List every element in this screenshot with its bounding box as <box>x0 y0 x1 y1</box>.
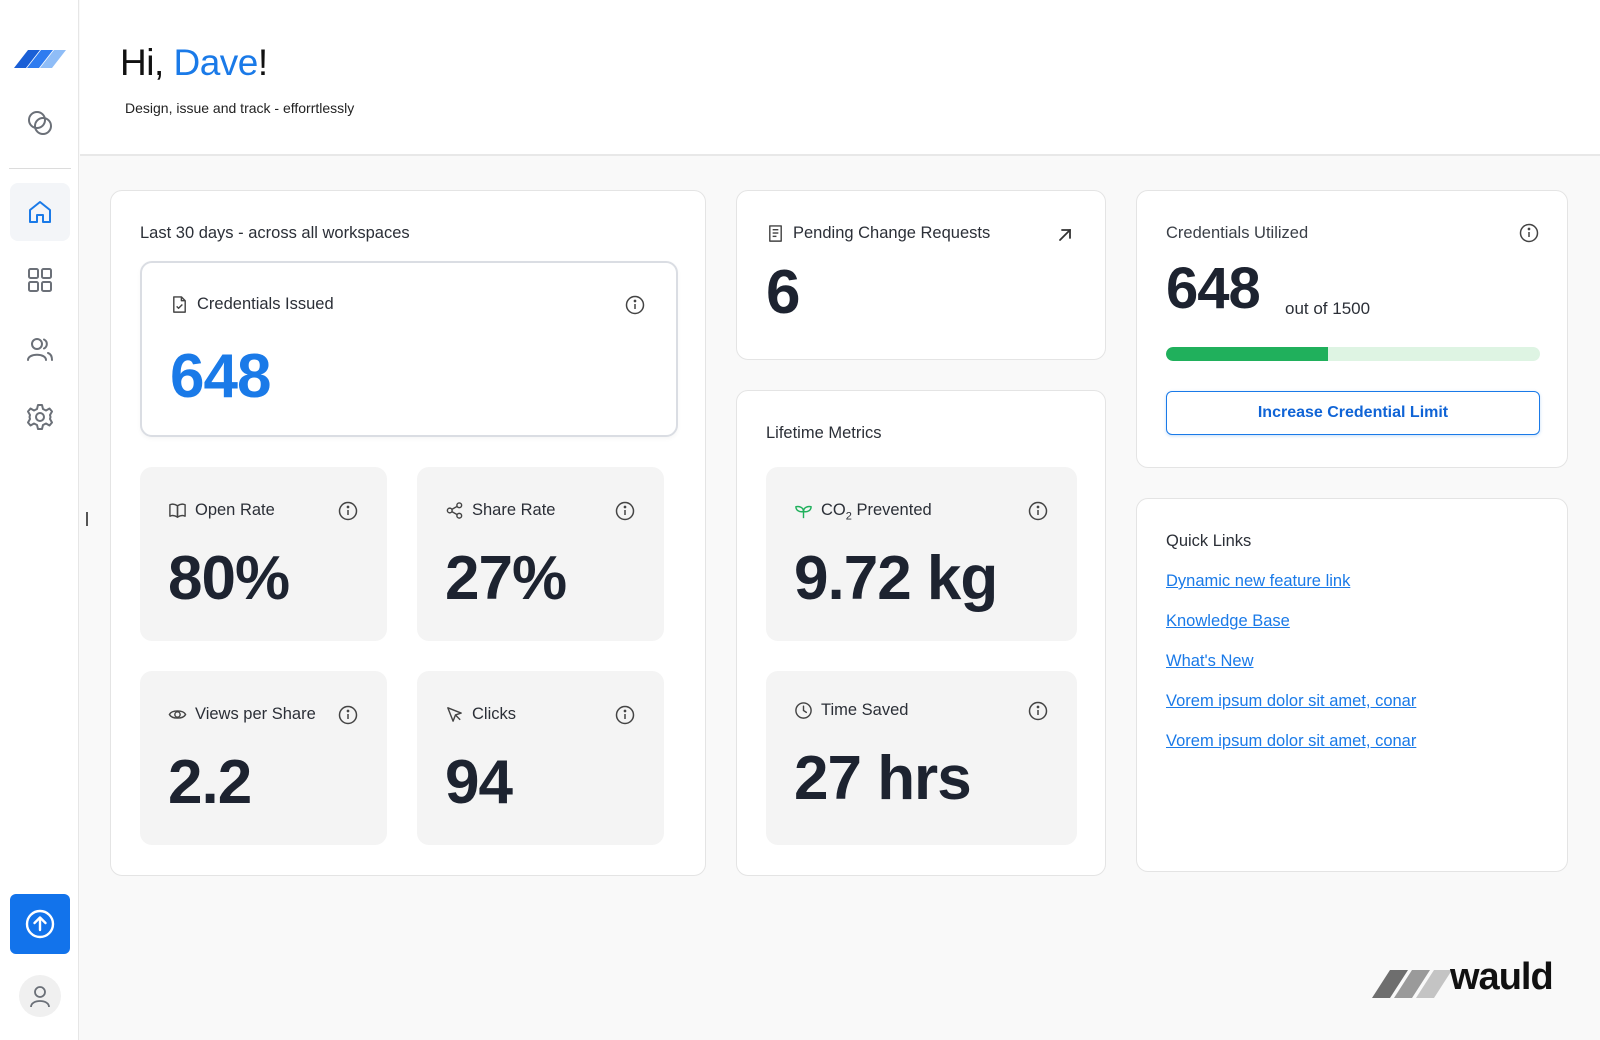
dashboard-grid-icon[interactable] <box>10 251 70 309</box>
clicks-label: Clicks <box>445 705 516 724</box>
co2-prevented-tile: CO2 Prevented 9.72 kg <box>766 467 1077 641</box>
clicks-tile: Clicks 94 <box>417 671 664 845</box>
clicks-value: 94 <box>445 748 513 817</box>
share-rate-label: Share Rate <box>445 501 555 520</box>
user-icon <box>30 986 50 1008</box>
quick-link[interactable]: What's New <box>1166 652 1254 670</box>
info-icon[interactable] <box>625 295 645 315</box>
utilization-progress-fill <box>1166 347 1328 361</box>
lifetime-metrics-card: Lifetime Metrics CO2 Prevented 9.72 kg T… <box>736 390 1106 876</box>
credentials-utilized-card: Credentials Utilized 648 out of 1500 Inc… <box>1136 190 1568 468</box>
page-header: Hi, Dave! Design, issue and track - effo… <box>80 0 1600 156</box>
info-icon[interactable] <box>1519 223 1539 243</box>
co2-prevented-value: 9.72 kg <box>794 544 998 613</box>
co2-prevented-label: CO2 Prevented <box>794 501 932 522</box>
quick-link[interactable]: Dynamic new feature link <box>1166 572 1351 590</box>
user-name: Dave <box>173 42 259 83</box>
views-per-share-label: Views per Share <box>168 705 316 724</box>
info-icon[interactable] <box>1028 501 1048 521</box>
info-icon[interactable] <box>338 705 358 725</box>
share-nodes-icon <box>446 502 463 519</box>
tagline: Design, issue and track - efforrtlessly <box>125 100 355 116</box>
settings-gear-icon[interactable] <box>10 388 70 446</box>
pending-requests-value: 6 <box>766 258 800 327</box>
credentials-issued-label: Credentials Issued <box>170 295 334 314</box>
info-icon[interactable] <box>1028 701 1048 721</box>
upload-arrow-icon <box>25 909 55 939</box>
credentials-issued-value: 648 <box>170 342 271 411</box>
lifetime-metrics-title: Lifetime Metrics <box>766 424 882 442</box>
quick-link[interactable]: Vorem ipsum dolor sit amet, conar <box>1166 692 1417 710</box>
brand-name: wauld <box>1450 956 1554 998</box>
credentials-used-value: 648 <box>1166 256 1261 321</box>
clock-history-icon <box>795 702 812 719</box>
open-rate-tile: Open Rate 80% <box>140 467 387 641</box>
arrow-up-right-icon[interactable] <box>1055 225 1075 245</box>
activity-card-title: Last 30 days - across all workspaces <box>140 224 410 242</box>
sidebar <box>0 0 79 1040</box>
info-icon[interactable] <box>338 501 358 521</box>
brand-mark-icon <box>1372 970 1452 998</box>
credentials-issued-tile: Credentials Issued 648 <box>140 261 678 437</box>
home-icon[interactable] <box>10 183 70 241</box>
sidebar-collapse-handle[interactable] <box>86 512 88 526</box>
time-saved-value: 27 hrs <box>794 744 972 813</box>
time-saved-label: Time Saved <box>794 701 908 720</box>
open-rate-label: Open Rate <box>168 501 275 520</box>
time-saved-tile: Time Saved 27 hrs <box>766 671 1077 845</box>
user-avatar[interactable] <box>19 975 61 1017</box>
quick-links-title: Quick Links <box>1166 532 1252 550</box>
users-icon[interactable] <box>10 320 70 378</box>
views-per-share-tile: Views per Share 2.2 <box>140 671 387 845</box>
open-rate-value: 80% <box>168 544 290 613</box>
utilization-progress-bar <box>1166 347 1540 361</box>
pending-requests-card[interactable]: Pending Change Requests 6 <box>736 190 1106 360</box>
info-icon[interactable] <box>615 705 635 725</box>
share-rate-tile: Share Rate 27% <box>417 467 664 641</box>
activity-card: Last 30 days - across all workspaces Cre… <box>110 190 706 876</box>
increase-credential-limit-button[interactable]: Increase Credential Limit <box>1166 391 1540 435</box>
credentials-utilized-label: Credentials Utilized <box>1166 224 1309 242</box>
document-check-icon <box>173 296 186 313</box>
quick-link[interactable]: Vorem ipsum dolor sit amet, conar <box>1166 732 1417 750</box>
cursor-pointer-icon <box>447 707 462 722</box>
quick-link[interactable]: Knowledge Base <box>1166 612 1290 630</box>
workspaces-icon[interactable] <box>10 94 70 152</box>
app-logo-icon[interactable] <box>14 46 66 72</box>
document-list-icon <box>769 225 782 242</box>
sidebar-divider <box>9 168 71 169</box>
credentials-total-text: out of 1500 <box>1285 299 1371 318</box>
share-rate-value: 27% <box>445 544 567 613</box>
brand-logo: wauld <box>1372 956 1572 1002</box>
leaf-sprout-icon <box>795 505 812 519</box>
greeting-heading: Hi, Dave! <box>120 42 268 83</box>
info-icon[interactable] <box>615 501 635 521</box>
book-open-icon <box>169 503 186 518</box>
upload-button[interactable] <box>10 894 70 954</box>
quick-links-card: Quick Links Dynamic new feature link Kno… <box>1136 498 1568 872</box>
pending-requests-label: Pending Change Requests <box>766 224 990 243</box>
eye-icon <box>168 710 187 719</box>
views-per-share-value: 2.2 <box>168 748 252 817</box>
